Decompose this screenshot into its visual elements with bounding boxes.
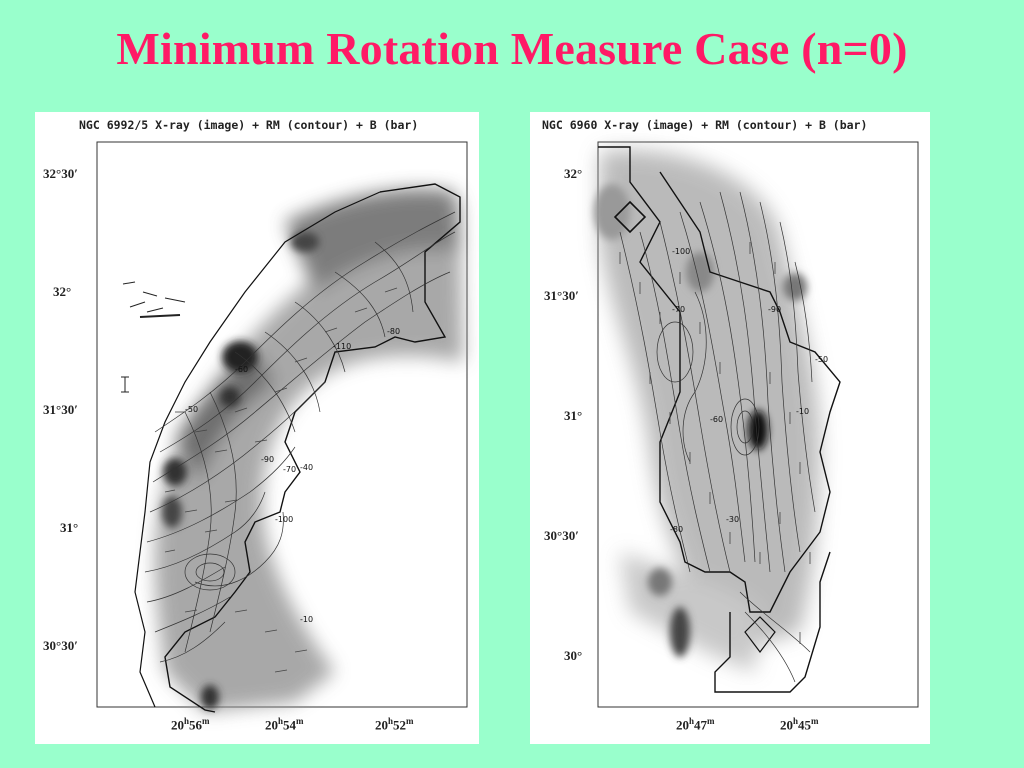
rm-contour-map-ngc6960: -100 -90 -70 -60 -30 -10 -50 -80	[594, 141, 919, 708]
contour-label: -70	[283, 465, 296, 474]
contour-label: -10	[796, 407, 809, 416]
ra-tick-label: 20h54m	[265, 716, 304, 733]
dec-tick-label: 30°30′	[43, 638, 78, 653]
contour-label: -110	[333, 342, 351, 351]
dec-tick-label: 32°30′	[43, 166, 78, 181]
figure-ngc6960: -100 -90 -70 -60 -30 -10 -50 -80 NGC 696…	[530, 112, 930, 744]
contour-label: -30	[726, 515, 739, 524]
contour-label: -60	[710, 415, 723, 424]
dec-tick-label: 31°	[564, 408, 583, 423]
contour-label: -80	[670, 525, 683, 534]
panel-title: NGC 6960 X-ray (image) + RM (contour) + …	[542, 118, 868, 132]
contour-label: -90	[261, 455, 274, 464]
ra-tick-label: 20h45m	[780, 716, 819, 733]
contour-label: -40	[300, 463, 313, 472]
ra-tick-label: 20h56m	[171, 716, 210, 733]
contour-label: -50	[815, 355, 828, 364]
contour-label: -70	[672, 305, 685, 314]
ra-tick-label: 20h47m	[676, 716, 715, 733]
dec-tick-label: 31°30′	[43, 402, 78, 417]
contour-label: -10	[300, 615, 313, 624]
figure-ngc6992: -110 -80 -90 -50 -70 -40 -60 -100 -10 NG…	[35, 112, 479, 744]
contour-label: -60	[235, 365, 248, 374]
dec-tick-label: 32°	[53, 284, 72, 299]
rm-contour-map-ngc6992: -110 -80 -90 -50 -70 -40 -60 -100 -10	[96, 141, 468, 713]
contour-label: -50	[185, 405, 198, 414]
contour-label: -100	[275, 515, 293, 524]
slide-title: Minimum Rotation Measure Case (n=0)	[116, 23, 908, 74]
ra-tick-label: 20h52m	[375, 716, 414, 733]
dec-tick-label: 31°	[60, 520, 79, 535]
dec-tick-label: 31°30′	[544, 288, 579, 303]
panel-title: NGC 6992/5 X-ray (image) + RM (contour) …	[79, 118, 419, 132]
dec-tick-label: 32°	[564, 166, 583, 181]
contour-label: -80	[387, 327, 400, 336]
dec-tick-label: 30°	[564, 648, 583, 663]
contour-label: -90	[768, 305, 781, 314]
contour-label: -100	[672, 247, 690, 256]
dec-tick-label: 30°30′	[544, 528, 579, 543]
